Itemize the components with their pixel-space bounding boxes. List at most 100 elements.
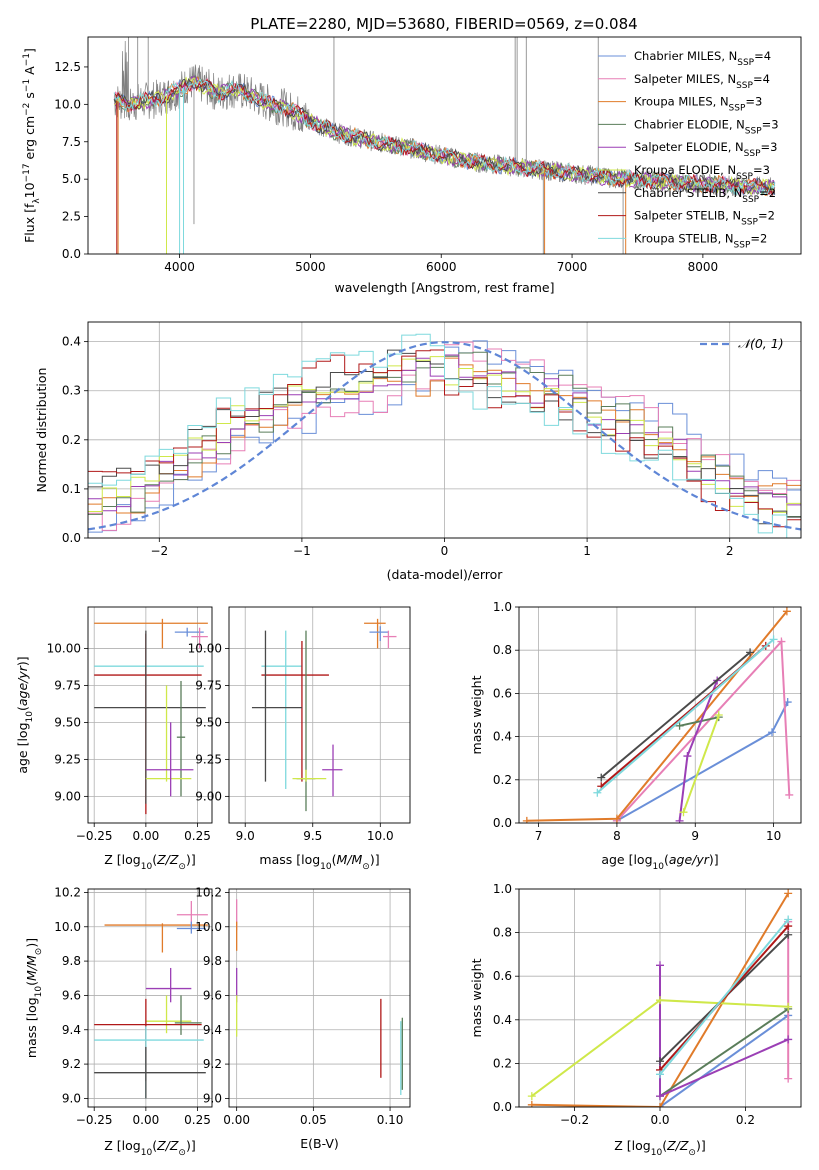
legend-label: Chabrier STELIB, NSSP=2: [634, 186, 776, 205]
weight-marker: [714, 711, 723, 719]
y-tick-label: 0.0: [493, 1100, 512, 1114]
axes-frame: [518, 888, 802, 1108]
y-tick-label: 9.0: [203, 1091, 222, 1105]
y-tick-label: 9.8: [62, 954, 81, 968]
x-tick-label: 10.0: [367, 829, 394, 843]
x-tick-label: −0.2: [560, 1113, 589, 1127]
age_vs_mass-plot-area: [251, 618, 397, 812]
weight-line: [659, 1014, 789, 1107]
age_vs_mass-axes: 9.0 9.5 10.0 9.00 9.25 9.50 9.75 10.00: [188, 607, 410, 843]
axes-frame: [518, 606, 802, 824]
weight-marker: [527, 1100, 536, 1107]
weight-marker: [769, 635, 778, 644]
x-tick-label: −2: [150, 544, 168, 558]
y-tick-label: 10.0: [54, 97, 81, 111]
weight-line: [600, 651, 751, 779]
gaussian-curve: [88, 341, 801, 531]
weight-marker: [746, 648, 755, 657]
weight-marker: [782, 607, 791, 616]
legend-label: 𝒩(0, 1): [738, 336, 784, 351]
x-tick-label: 0.05: [300, 1113, 327, 1127]
y-tick-label: 9.2: [62, 1057, 81, 1071]
x-tick-label: 8: [613, 829, 621, 843]
axes-frame: [87, 36, 802, 255]
legend-label: Salpeter MILES, NSSP=4: [634, 72, 770, 91]
weight-marker: [522, 816, 531, 823]
x-axis-label: Z [log10(Z/Z⊙)]: [104, 1138, 195, 1158]
mass_vs_ebv-axes: 0.00 0.05 0.10 9.0 9.2 9.4 9.6 9.8 10.0 10.2: [195, 885, 410, 1127]
y-tick-label: 9.50: [54, 715, 81, 729]
x-tick-label: 10: [766, 829, 781, 843]
y-tick-label: 9.25: [54, 752, 81, 766]
weight-marker: [784, 930, 793, 939]
spectrum-plot-area: [113, 37, 776, 254]
weight-marker: [784, 889, 793, 898]
weight-line: [678, 680, 719, 821]
age_vs_Z-axes: −0.25 0.00 0.25 9.00 9.25 9.50 9.75 10.00: [47, 607, 212, 843]
weight-marker: [656, 996, 664, 1005]
weight-line: [616, 639, 791, 822]
weight-marker: [656, 1057, 664, 1066]
legend-label: Salpeter ELODIE, NSSP=3: [634, 140, 777, 159]
weight-marker: [656, 961, 664, 970]
x-tick-label: 0.25: [184, 1113, 211, 1127]
x-tick-label: 1: [583, 544, 591, 558]
x-axis-label: Z [log10(Z/Z⊙)]: [614, 1138, 705, 1158]
weight-marker: [675, 816, 684, 823]
weight_vs_age-plot-area: [522, 607, 794, 823]
x-tick-label: 0.2: [736, 1113, 755, 1127]
y-tick-label: 10.0: [195, 920, 222, 934]
y-tick-label: 0.0: [62, 247, 81, 261]
model-spectrum: [113, 76, 776, 196]
y-tick-label: 9.2: [203, 1057, 222, 1071]
y-tick-label: 9.50: [195, 715, 222, 729]
axes-frame: [228, 606, 411, 824]
y-tick-label: 7.5: [62, 135, 81, 149]
legend-label: Kroupa STELIB, NSSP=2: [634, 231, 767, 250]
y-tick-label: 0.3: [62, 384, 81, 398]
age_vs_Z-plot-area: [94, 618, 208, 815]
y-tick-label: 9.0: [62, 1091, 81, 1105]
mass_vs_Z-axes: −0.25 0.00 0.25 9.0 9.2 9.4 9.6 9.8 10.0 10.2: [54, 885, 212, 1127]
y-tick-label: 0.8: [493, 926, 512, 940]
x-tick-label: 9.5: [303, 829, 322, 843]
x-tick-label: 2: [726, 544, 734, 558]
weight-marker: [785, 790, 794, 799]
weight-marker: [656, 1103, 664, 1107]
weight-line: [526, 610, 788, 822]
x-tick-label: 0.00: [133, 829, 160, 843]
x-tick-label: 7: [535, 829, 543, 843]
x-tick-label: 0.00: [133, 1113, 160, 1127]
x-tick-label: 0.0: [650, 1113, 669, 1127]
y-axis-label: age [log10(age/yr)]: [15, 656, 35, 773]
y-tick-label: 9.6: [203, 988, 222, 1002]
y-tick-label: 0.2: [493, 1056, 512, 1070]
legend-label: Kroupa ELODIE, NSSP=3: [634, 163, 770, 182]
y-tick-label: 0.8: [493, 643, 512, 657]
x-tick-label: 0: [441, 544, 449, 558]
y-tick-label: 1.0: [493, 600, 512, 614]
weight_vs_Z-plot-area: [527, 889, 793, 1107]
weight-line: [659, 1008, 789, 1097]
y-tick-label: 0.4: [493, 1013, 512, 1027]
legend-label: Chabrier ELODIE, NSSP=3: [634, 117, 779, 136]
weight-line: [682, 714, 720, 813]
spectrum-axes: 4000 5000 6000 7000 8000 0.0 2.5 5.0 7.5 10.0 12.5: [54, 60, 718, 274]
y-tick-label: 10.2: [195, 885, 222, 899]
x-tick-label: 0.25: [184, 829, 211, 843]
x-axis-label: E(B-V): [300, 1136, 339, 1151]
x-tick-label: 6000: [426, 260, 457, 274]
axes-frame: [87, 321, 802, 539]
y-tick-label: 9.75: [195, 678, 222, 692]
y-tick-label: 0.4: [62, 335, 81, 349]
y-tick-label: 0.0: [493, 816, 512, 830]
y-tick-label: 5.0: [62, 172, 81, 186]
residual-plot-area: [88, 333, 801, 538]
weight-marker: [768, 728, 777, 737]
x-axis-label: wavelength [Angstrom, rest frame]: [334, 280, 554, 295]
weight-line: [531, 892, 790, 1107]
y-tick-label: 9.8: [203, 954, 222, 968]
x-tick-label: 9.0: [236, 829, 255, 843]
y-tick-label: 0.6: [493, 969, 512, 983]
y-tick-label: 0.1: [62, 482, 81, 496]
